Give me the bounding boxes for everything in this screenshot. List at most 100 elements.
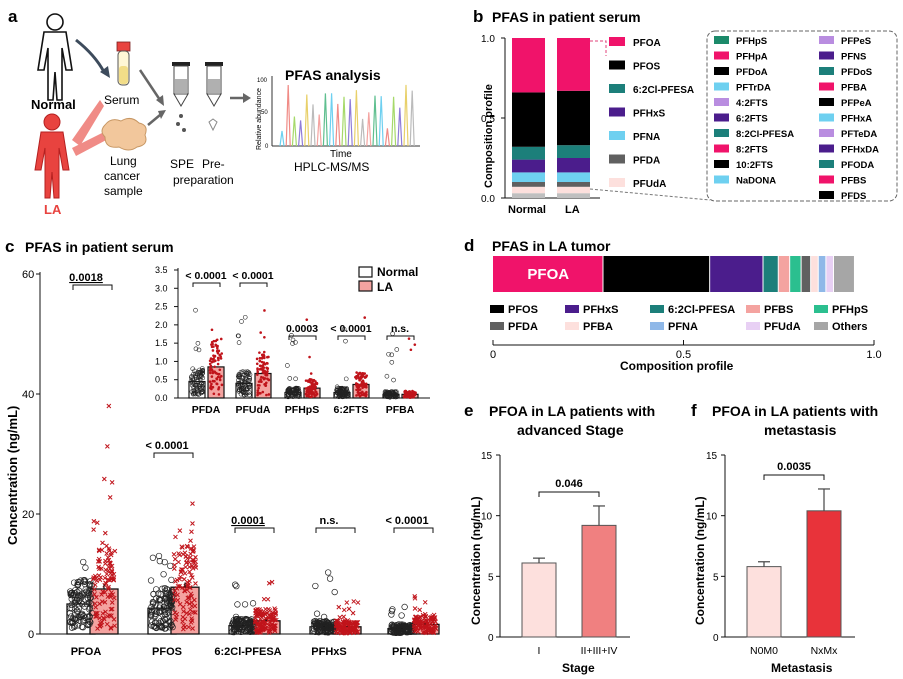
panel-c-dot-la: [351, 599, 357, 604]
panel-c-significance-bracket: [234, 527, 275, 533]
panel-d-legend-label: PFOS: [508, 304, 538, 316]
panel-c-dot-la: [266, 580, 272, 586]
panel-c-dot-la: [100, 589, 106, 595]
panel-c-dot-la: [108, 606, 114, 612]
panel-c-inset-dot-normal: [200, 368, 206, 374]
panel-c-inset-plot: 0.0 0.5 1.0 1.5 2.0 2.5 3.0 3.5 < 0.0001 PFDA < 0.…: [155, 265, 419, 416]
panel-c-inset-dot-normal: [244, 385, 250, 391]
panel-c-dot-la: [191, 597, 197, 603]
panel-c-inset-dot-la: [220, 383, 224, 387]
panel-c-inset-dot-normal: [191, 391, 197, 396]
panel-c-dot-la: [172, 562, 177, 568]
panel-c-inset-dot-la: [256, 384, 260, 387]
panel-c-pvalue: 0.0018: [69, 272, 103, 284]
panel-c-dot-la: [180, 626, 186, 632]
panel-c-inset-dot-la: [308, 391, 312, 395]
panel-c-inset-dot-la: [263, 309, 266, 312]
panel-c-inset-dot-la: [208, 369, 212, 372]
panel-c-inset-dot-la: [210, 328, 214, 332]
panel-c-inset-dot-normal: [196, 347, 202, 353]
chromatogram-peak: [298, 120, 304, 147]
panel-c-dot-la: [93, 614, 98, 619]
panel-c-inset-dot-la: [256, 367, 259, 370]
panel-d-legend: PFOS PFHxS 6:2Cl-PFESA PFBS PFHpS PFDA PFBA PFN…: [490, 304, 868, 333]
panel-b-bar-segment: [557, 172, 590, 182]
panel-c-dot-normal: [237, 628, 245, 636]
panel-c-inset-dot-normal: [295, 385, 301, 391]
panel-c-inset-dot-normal: [242, 381, 247, 386]
pre-label-line1: Pre-: [202, 157, 225, 171]
ytick-label: 15: [706, 451, 718, 462]
panel-c-dot-normal: [160, 571, 167, 578]
panel-c-inset-dot-normal: [387, 392, 392, 398]
panel-c-dot-normal: [71, 622, 79, 629]
panel-c-dot-normal: [69, 589, 76, 596]
panel-b-box-label: PFBS: [841, 176, 866, 187]
chromatogram-peak: [304, 94, 310, 147]
panel-c-inset-dot-la: [309, 372, 313, 375]
panel-c-inset-dot-la: [355, 394, 358, 397]
chromatogram-peak: [366, 112, 372, 147]
panel-c-dot-la: [111, 571, 117, 577]
panel-c-dot-la: [273, 617, 279, 623]
panel-c-inset-dot-la: [304, 379, 308, 382]
legend-normal-label: Normal: [377, 265, 418, 279]
panel-b-ylabel: Composition profile: [483, 84, 495, 188]
panel-c-inset-dot-la: [261, 371, 265, 374]
panel-c-inset-dot-normal: [345, 393, 350, 398]
panel-c-inset-dot-la: [258, 351, 261, 354]
panel-c-dot-la: [188, 591, 194, 597]
panel-c-inset-dot-la: [312, 378, 316, 382]
panel-c-dot-la: [192, 610, 198, 615]
panel-c-dot-normal: [86, 586, 94, 593]
panel-d-legend-swatch: [565, 305, 579, 313]
panel-c-dot-normal: [399, 622, 406, 629]
panel-c-inset-ytick-label: 3.0: [155, 283, 168, 293]
panel-c-dot-la: [415, 629, 421, 634]
panel-f-xlabel: Metastasis: [771, 661, 833, 675]
panel-b-box-swatch: [714, 51, 729, 60]
panel-c-dot-la: [414, 625, 420, 631]
pvalue: 0.0035: [777, 461, 811, 473]
panel-d-bar-segment: [493, 256, 603, 292]
panel-c-inset-dot-normal: [293, 340, 298, 345]
chromatogram-tick-0: 0: [265, 144, 269, 150]
panel-c-dot-normal: [162, 595, 169, 602]
panel-c-inset-dot-la: [363, 316, 367, 319]
panel-c-dot-normal: [161, 558, 168, 566]
panel-c-dot-la: [422, 599, 428, 605]
panel-f-ylabel: Concentration (ng/mL): [693, 496, 707, 625]
panel-c-dot-la: [103, 609, 108, 615]
panel-b-letter: b: [473, 7, 483, 26]
panel-c-dot-la: [109, 613, 114, 618]
panel-c-dot-normal: [153, 586, 160, 593]
panel-c-dot-la: [188, 538, 193, 544]
panel-c-inset-dot-normal: [293, 376, 298, 382]
panel-c-dot-la: [97, 624, 103, 629]
panel-c-inset-dot-la: [407, 391, 411, 394]
panel-d-legend-label: PFHpS: [832, 304, 868, 316]
panel-c-inset-dot-normal: [293, 386, 299, 391]
panel-c-dot-la: [176, 559, 181, 565]
analysis-title: PFAS analysis: [285, 67, 381, 83]
panel-c-inset-dot-la: [218, 378, 222, 382]
panel-b-box-swatch: [819, 36, 834, 44]
panel-c-inset-dot-la: [256, 389, 260, 392]
panel-c-dot-normal: [162, 587, 169, 595]
panel-c-dot-la: [171, 552, 177, 557]
panel-b-legend-label: 6:2Cl-PFESA: [633, 85, 694, 96]
panel-c-inset-dot-la: [267, 378, 271, 382]
panel-c-dot-la: [417, 607, 423, 613]
panel-c-dot-la: [254, 629, 260, 635]
panel-b-bar-segment: [557, 182, 590, 187]
panel-c-inset-dot-la: [212, 357, 215, 361]
panel-c-inset-pvalue: n.s.: [391, 323, 409, 335]
panel-c-inset-dot-la: [209, 357, 213, 360]
panel-c-dot-la: [270, 626, 276, 632]
panel-c-dot-normal: [394, 629, 402, 636]
panel-c-dot-normal: [167, 618, 174, 625]
panel-c-inset-dot-la: [409, 348, 413, 352]
panel-c-dot-normal: [71, 596, 79, 604]
serum-tube-icon: [116, 41, 131, 86]
panel-b-bar-segment: [557, 38, 590, 91]
